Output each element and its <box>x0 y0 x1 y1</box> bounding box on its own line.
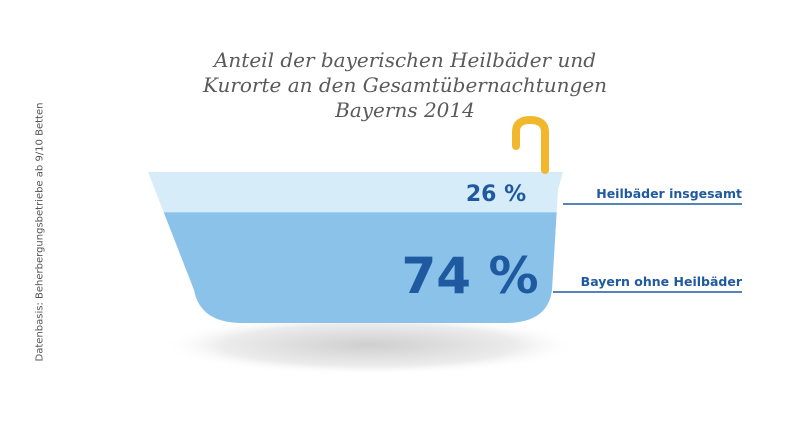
category-label-heilbaeder: Heilbäder insgesamt <box>596 186 742 201</box>
title-line-2: Kurorte an den Gesamtübernachtungen <box>202 73 608 97</box>
value-label-bayern: 74 % <box>401 247 538 305</box>
value-label-heilbaeder: 26 % <box>466 182 526 207</box>
tub-water <box>148 172 563 323</box>
tub-shadow <box>160 315 580 375</box>
segment-bayern-ohne-heilbaeder <box>148 212 563 323</box>
title-line-1: Anteil der bayerischen Heilbäder und <box>213 48 597 72</box>
title-line-3: Bayerns 2014 <box>335 98 475 122</box>
faucet-icon <box>512 115 549 174</box>
segment-heilbaeder <box>148 172 563 213</box>
chart-title: Anteil der bayerischen Heilbäder und Kur… <box>150 48 660 123</box>
category-label-bayern: Bayern ohne Heilbäder <box>581 274 743 289</box>
